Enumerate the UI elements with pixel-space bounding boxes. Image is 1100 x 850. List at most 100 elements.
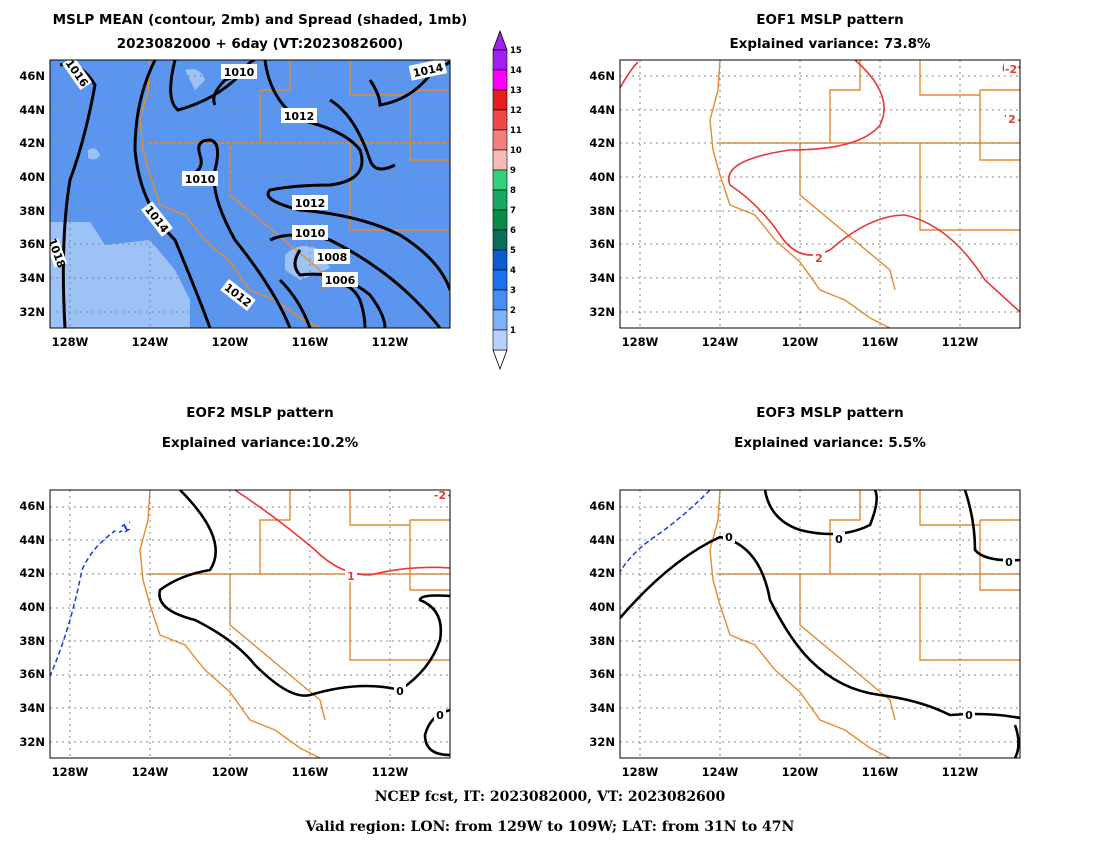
lon-tick-label: 116W: [292, 335, 329, 349]
colorbar-label: 6: [510, 226, 516, 236]
footer-line-1: NCEP fcst, IT: 2023082000, VT: 202308260…: [374, 789, 726, 805]
lon-tick-label: 112W: [942, 335, 979, 349]
lat-tick-label: 34N: [19, 701, 45, 715]
lat-tick-label: 42N: [19, 566, 45, 580]
colorbar-label: 15: [510, 46, 522, 56]
colorbar-label: 12: [510, 106, 522, 116]
grid-lines: [620, 490, 1020, 758]
colorbar-swatch: [492, 49, 508, 71]
contour-label: -2: [434, 489, 446, 502]
lat-tick-label: 46N: [19, 499, 45, 513]
colorbar-swatch: [492, 69, 508, 91]
colorbar-swatch: [492, 229, 508, 251]
lat-tick-label: 40N: [589, 170, 615, 184]
contour-labels: 2 2 -2: [813, 62, 1018, 265]
lon-tick-label: 120W: [782, 765, 819, 779]
lat-tick-label: 32N: [589, 305, 615, 319]
contour-label: 2: [815, 252, 823, 265]
lon-tick-label: 124W: [702, 765, 739, 779]
panel1-subtitle: 2023082000 + 6day (VT:2023082600): [117, 36, 404, 52]
eof-positive-contours: [234, 490, 450, 576]
panel4-title: EOF3 MSLP pattern: [756, 405, 903, 421]
lon-tick-label: 120W: [212, 335, 249, 349]
lat-tick-label: 36N: [19, 667, 45, 681]
spread-low-area: [50, 222, 190, 328]
colorbar-label: 13: [510, 86, 522, 96]
state-borders: [709, 60, 1020, 328]
colorbar-label: 3: [510, 286, 516, 296]
colorbar-swatch: [492, 289, 508, 311]
lat-tick-label: 34N: [19, 271, 45, 285]
panel4-frame: [619, 489, 1021, 759]
lat-tick-label: 38N: [589, 634, 615, 648]
lon-tick-label: 128W: [52, 335, 89, 349]
lat-tick-label: 42N: [19, 136, 45, 150]
colorbar-label: 11: [510, 126, 522, 136]
colorbar-swatch: [492, 249, 508, 271]
colorbar-swatch: [492, 109, 508, 131]
panel2-subtitle: Explained variance: 73.8%: [729, 36, 931, 52]
contour-label: 2: [1008, 113, 1016, 126]
colorbar-swatch: [492, 129, 508, 151]
colorbar-swatch: [492, 89, 508, 111]
lat-tick-label: 40N: [19, 600, 45, 614]
lat-tick-label: 46N: [589, 69, 615, 83]
panel-eof2: EOF2 MSLP pattern Explained variance:10.…: [49, 405, 451, 759]
lat-tick-label: 44N: [19, 103, 45, 117]
contour-label: 1008: [317, 251, 348, 264]
lat-tick-label: 32N: [19, 735, 45, 749]
panel4-subtitle: Explained variance: 5.5%: [734, 435, 926, 451]
spread-low-area: [88, 148, 100, 160]
lat-tick-label: 32N: [19, 305, 45, 319]
lon-tick-label: 116W: [862, 335, 899, 349]
lat-tick-label: 42N: [589, 566, 615, 580]
footer-line-2: Valid region: LON: from 129W to 109W; LA…: [305, 819, 795, 835]
lon-tick-label: 120W: [782, 335, 819, 349]
colorbar-label: 5: [510, 246, 516, 256]
lon-tick-label: 128W: [52, 765, 89, 779]
lat-tick-label: 38N: [19, 634, 45, 648]
lat-tick-label: 42N: [589, 136, 615, 150]
panel1-title: MSLP MEAN (contour, 2mb) and Spread (sha…: [53, 12, 468, 28]
contour-label: 0: [396, 685, 404, 698]
panel2-title: EOF1 MSLP pattern: [756, 12, 903, 28]
colorbar-label: 10: [510, 146, 522, 156]
lat-tick-label: 40N: [19, 170, 45, 184]
lon-tick-label: 120W: [212, 765, 249, 779]
contour-labels: -1 1 0 0 -2: [113, 489, 448, 722]
colorbar-swatch: [492, 329, 508, 351]
colorbar-bottom-arrow: [492, 349, 508, 371]
colorbar-swatch: [492, 189, 508, 211]
contour-label: 1: [347, 570, 355, 583]
lon-tick-label: 112W: [372, 765, 409, 779]
lat-tick-label: 46N: [589, 499, 615, 513]
contour-label: -2: [1005, 63, 1017, 76]
spread-low-area: [185, 69, 205, 90]
panel2-frame: [619, 59, 1021, 329]
lon-tick-label: 112W: [942, 765, 979, 779]
colorbar-label: 1: [510, 326, 516, 336]
grid-lines: [50, 60, 450, 328]
panel3-subtitle: Explained variance:10.2%: [162, 435, 359, 451]
lon-tick-label: 124W: [132, 335, 169, 349]
axis-tick-labels: 46N 44N 42N 40N 38N 36N 34N 32N 128W 124W 120W 116W…: [19, 69, 978, 779]
lat-tick-label: 38N: [19, 204, 45, 218]
lat-tick-label: 38N: [589, 204, 615, 218]
eof-negative-contour: [50, 521, 131, 677]
contour-label: -1: [115, 521, 132, 538]
lon-tick-label: 124W: [132, 765, 169, 779]
contour-label: 1012: [295, 197, 326, 210]
lat-tick-label: 36N: [589, 667, 615, 681]
lat-tick-label: 44N: [589, 533, 615, 547]
contour-label: 1010: [185, 173, 216, 186]
colorbar: 15 14 13 12 11 10 9 8 7 6 5 4 3 2 1: [492, 29, 522, 371]
lon-tick-label: 128W: [622, 335, 659, 349]
lat-tick-label: 40N: [589, 600, 615, 614]
grid-lines: [50, 490, 450, 758]
colorbar-label: 2: [510, 306, 516, 316]
colorbar-swatch: [492, 169, 508, 191]
colorbar-label: 14: [510, 66, 522, 76]
contour-label: 1012: [284, 110, 315, 123]
contour-label: 0: [436, 709, 444, 722]
